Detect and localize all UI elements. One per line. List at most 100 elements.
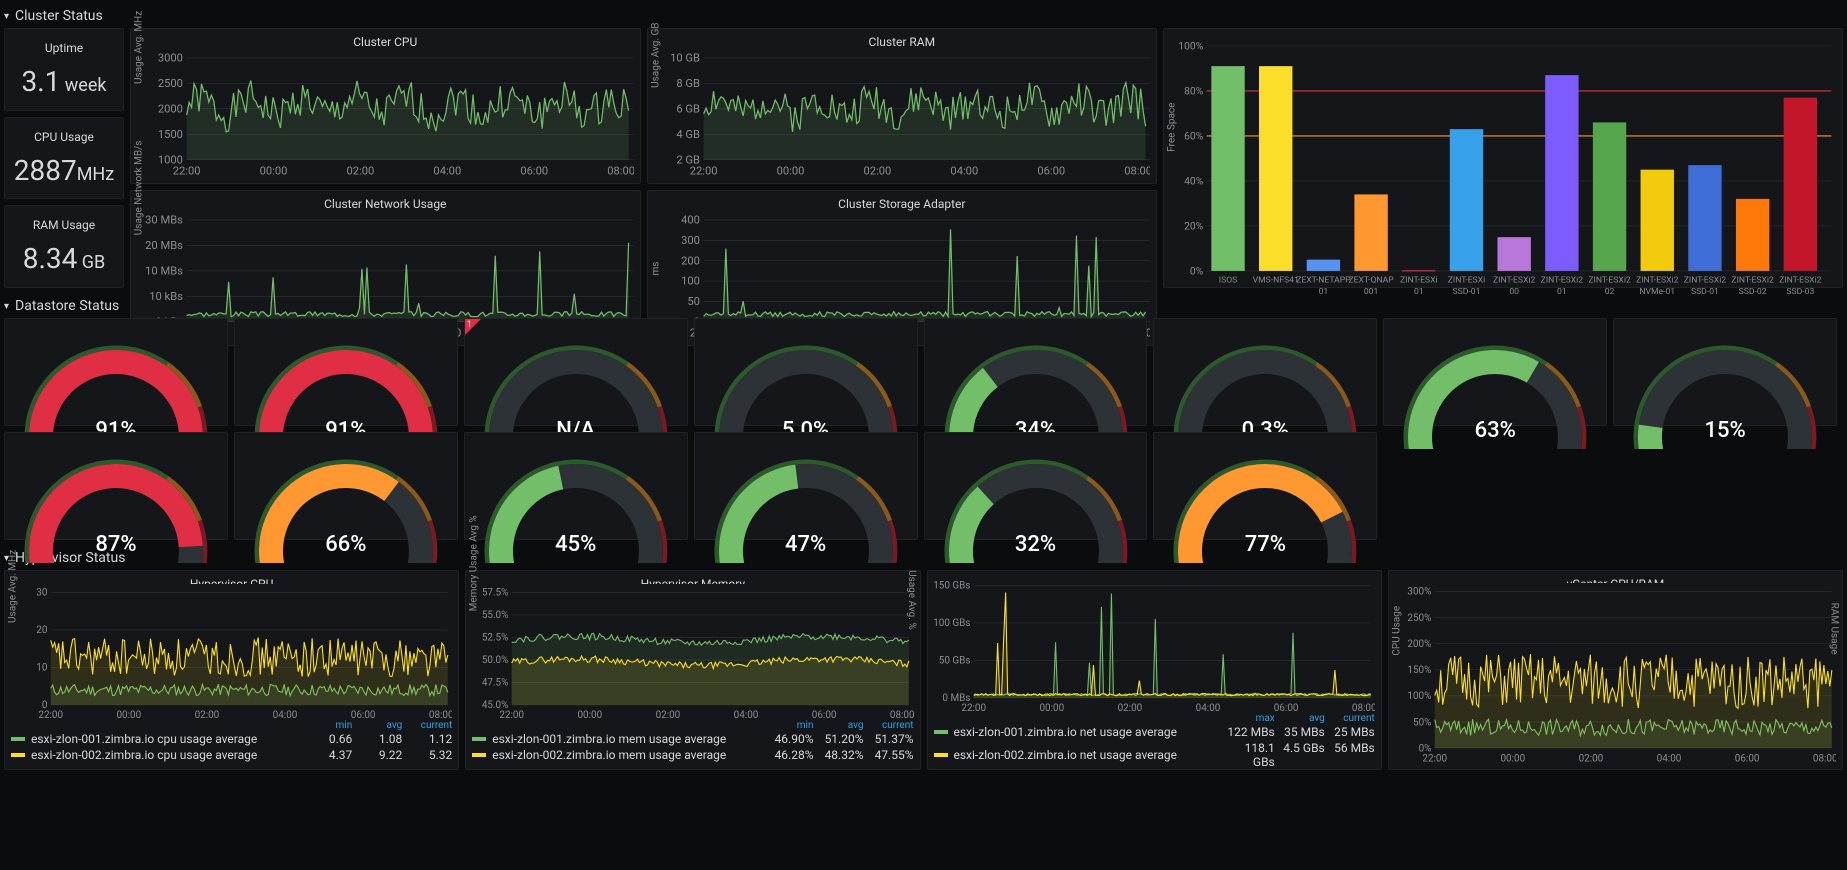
chart-cpu[interactable]: Hypervisor CPU010203022:0000:0002:0004:0… bbox=[4, 570, 459, 770]
gauge-ZINT-ESXi2-NVMe-01[interactable]: ZINT-ESXi2-NVMe-0145% bbox=[464, 432, 688, 540]
svg-text:400: 400 bbox=[681, 215, 700, 227]
svg-text:02: 02 bbox=[1605, 287, 1615, 297]
section-cluster[interactable]: ▾ Cluster Status bbox=[4, 4, 1843, 28]
svg-text:08:00: 08:00 bbox=[607, 165, 633, 177]
chart-title: Cluster Storage Adapter bbox=[654, 197, 1151, 211]
svg-text:ZINT-ESXi2: ZINT-ESXi2 bbox=[1732, 275, 1775, 285]
chevron-down-icon: ▾ bbox=[4, 11, 9, 22]
svg-text:001: 001 bbox=[1364, 287, 1379, 297]
gauge-value: 47% bbox=[785, 532, 826, 557]
gauge-ZEXT-NETAPP-01[interactable]: ZEXT-NETAPP-015.0% bbox=[694, 318, 918, 426]
svg-text:06:00: 06:00 bbox=[1037, 165, 1065, 177]
svg-text:ZINT-ESXi2: ZINT-ESXi2 bbox=[1779, 275, 1822, 285]
chart-vcenter[interactable]: vCenter CPU/RAM0%50%100%150%200%250%300%… bbox=[1388, 570, 1843, 770]
chart-title: Cluster RAM bbox=[654, 35, 1151, 49]
gauge-ZINT-ESXi-01[interactable]: ZINT-ESXi-010.3% bbox=[1153, 318, 1377, 426]
gauge-value: 63% bbox=[1475, 418, 1516, 443]
stat-label: RAM Usage bbox=[33, 218, 95, 232]
gauge-ZINT-ESXi-SSD-01[interactable]: ZINT-ESXi-SSD-0163% bbox=[1383, 318, 1607, 426]
gauge-ISOS[interactable]: ISOS91% bbox=[4, 318, 228, 426]
svg-text:3000: 3000 bbox=[158, 53, 183, 65]
chart-datastores-bar[interactable]: Datastores - Usage Capacity 0%20%40%60%8… bbox=[1163, 28, 1843, 288]
svg-text:ZINT-ESXi: ZINT-ESXi bbox=[1448, 275, 1486, 285]
svg-text:150%: 150% bbox=[1407, 665, 1431, 676]
svg-text:ZINT-ESXi: ZINT-ESXi bbox=[1400, 275, 1438, 285]
stat-ram[interactable]: RAM Usage 8.34 GB bbox=[4, 205, 124, 288]
legend-item[interactable]: esxi-zlon-002.zimbra.io cpu usage averag… bbox=[11, 747, 452, 763]
svg-text:40%: 40% bbox=[1184, 174, 1204, 187]
gauge-VMS-NFS41[interactable]: VMS-NFS4191% bbox=[234, 318, 458, 426]
svg-text:300: 300 bbox=[681, 234, 700, 247]
svg-text:SSD-02: SSD-02 bbox=[1739, 287, 1767, 297]
svg-text:02:00: 02:00 bbox=[1117, 703, 1142, 713]
chart-cluster-cpu[interactable]: Cluster CPU 1000150020002500300022:0000:… bbox=[130, 28, 641, 184]
chart-title: Hypervisor Memory bbox=[472, 577, 913, 584]
svg-text:150 GBs: 150 GBs bbox=[934, 581, 970, 592]
chart-title: Cluster CPU bbox=[137, 35, 634, 49]
gauge-ZEXT-QNAP-001[interactable]: ZEXT-QNAP-00134% bbox=[924, 318, 1148, 426]
svg-text:08:00: 08:00 bbox=[429, 710, 452, 720]
svg-text:06:00: 06:00 bbox=[351, 710, 376, 720]
svg-text:20: 20 bbox=[36, 625, 47, 636]
chart-cluster-ram[interactable]: Cluster RAM 2 GB4 GB6 GB8 GB10 GB22:0000… bbox=[647, 28, 1158, 184]
svg-text:04:00: 04:00 bbox=[950, 165, 978, 177]
svg-text:ISOS: ISOS bbox=[1219, 275, 1238, 285]
legend-item[interactable]: esxi-zlon-002.zimbra.io mem usage averag… bbox=[472, 747, 913, 763]
gauge-value: 77% bbox=[1245, 532, 1286, 557]
svg-text:22:00: 22:00 bbox=[500, 710, 525, 720]
svg-text:VMS-NFS41: VMS-NFS41 bbox=[1253, 275, 1299, 285]
svg-text:22:00: 22:00 bbox=[1422, 753, 1447, 763]
svg-text:00:00: 00:00 bbox=[578, 710, 603, 720]
svg-text:08:00: 08:00 bbox=[890, 710, 913, 720]
svg-text:SSD-01: SSD-01 bbox=[1691, 287, 1719, 297]
svg-text:01: 01 bbox=[1414, 287, 1424, 297]
chart-mem[interactable]: Hypervisor Memory45.0%47.5%50.0%52.5%55.… bbox=[465, 570, 920, 770]
svg-text:50: 50 bbox=[687, 295, 700, 308]
gauge-ZINT-ESXi2-SSD-02[interactable]: ZINT-ESXi2-SSD-0232% bbox=[924, 432, 1148, 540]
svg-text:02:00: 02:00 bbox=[863, 165, 891, 177]
legend-item[interactable]: esxi-zlon-002.zimbra.io net usage averag… bbox=[934, 740, 1375, 770]
svg-text:00:00: 00:00 bbox=[1500, 753, 1525, 763]
svg-text:ZINT-ESXi2: ZINT-ESXi2 bbox=[1493, 275, 1536, 285]
svg-text:02:00: 02:00 bbox=[195, 710, 220, 720]
gauge-value: 87% bbox=[95, 532, 136, 557]
svg-text:100: 100 bbox=[681, 275, 700, 288]
svg-text:ZINT-ESXi2: ZINT-ESXi2 bbox=[1588, 275, 1631, 285]
svg-text:ZEXT-QNAP: ZEXT-QNAP bbox=[1349, 275, 1395, 285]
svg-text:80%: 80% bbox=[1184, 84, 1204, 97]
svg-text:04:00: 04:00 bbox=[273, 710, 298, 720]
svg-text:02:00: 02:00 bbox=[656, 710, 681, 720]
svg-text:8 GB: 8 GB bbox=[676, 77, 700, 90]
svg-text:04:00: 04:00 bbox=[1195, 703, 1220, 713]
gauge-ZINT-ESXi2-SSD-01[interactable]: ZINT-ESXi2-SSD-0147% bbox=[694, 432, 918, 540]
legend-item[interactable]: esxi-zlon-001.zimbra.io mem usage averag… bbox=[472, 731, 913, 747]
legend-item[interactable]: esxi-zlon-001.zimbra.io net usage averag… bbox=[934, 724, 1375, 740]
svg-text:52.5%: 52.5% bbox=[482, 632, 509, 643]
svg-text:10 kBs: 10 kBs bbox=[149, 290, 183, 303]
gauge-ZINT-ESXi2-SSD-03[interactable]: ZINT-ESXi2-SSD-0377% bbox=[1153, 432, 1377, 540]
chart-title: vCenter CPU/RAM bbox=[1395, 577, 1836, 583]
svg-text:47.5%: 47.5% bbox=[482, 677, 509, 688]
svg-text:04:00: 04:00 bbox=[433, 165, 461, 177]
chevron-down-icon: ▾ bbox=[4, 301, 9, 312]
section-title: Datastore Status bbox=[15, 298, 119, 314]
gauge-ZINT-ESXi2-01[interactable]: ZINT-ESXi2-0187% bbox=[4, 432, 228, 540]
stat-cpu[interactable]: CPU Usage 2887MHz bbox=[4, 117, 124, 200]
svg-text:02:00: 02:00 bbox=[1578, 753, 1603, 763]
svg-text:NVMe-01: NVMe-01 bbox=[1639, 287, 1675, 297]
svg-text:1500: 1500 bbox=[158, 128, 183, 141]
gauge-VeeamBackup_veeamsrv.zimbra.io[interactable]: VeeamBackup_veeamsrv.zimbra.ioN/A bbox=[464, 318, 688, 426]
svg-text:00: 00 bbox=[1509, 287, 1519, 297]
gauge-value: 66% bbox=[325, 532, 366, 557]
svg-text:ZINT-ESXi2: ZINT-ESXi2 bbox=[1636, 275, 1679, 285]
svg-text:57.5%: 57.5% bbox=[482, 588, 509, 599]
gauge-ZINT-ESXi2-02[interactable]: ZINT-ESXi2-0266% bbox=[234, 432, 458, 540]
svg-text:10 GB: 10 GB bbox=[670, 53, 700, 65]
gauge-ZINT-ESXi2-00[interactable]: ZINT-ESXi2-0015% bbox=[1613, 318, 1837, 426]
chart-net[interactable]: Hypervisor Net Usage0 MBs50 GBs100 GBs15… bbox=[927, 570, 1382, 770]
legend-item[interactable]: esxi-zlon-001.zimbra.io cpu usage averag… bbox=[11, 731, 452, 747]
stat-value: 3.1 week bbox=[21, 65, 106, 98]
stat-uptime[interactable]: Uptime 3.1 week bbox=[4, 28, 124, 111]
svg-text:00:00: 00:00 bbox=[1039, 703, 1064, 713]
chart-title: Cluster Network Usage bbox=[137, 197, 634, 211]
